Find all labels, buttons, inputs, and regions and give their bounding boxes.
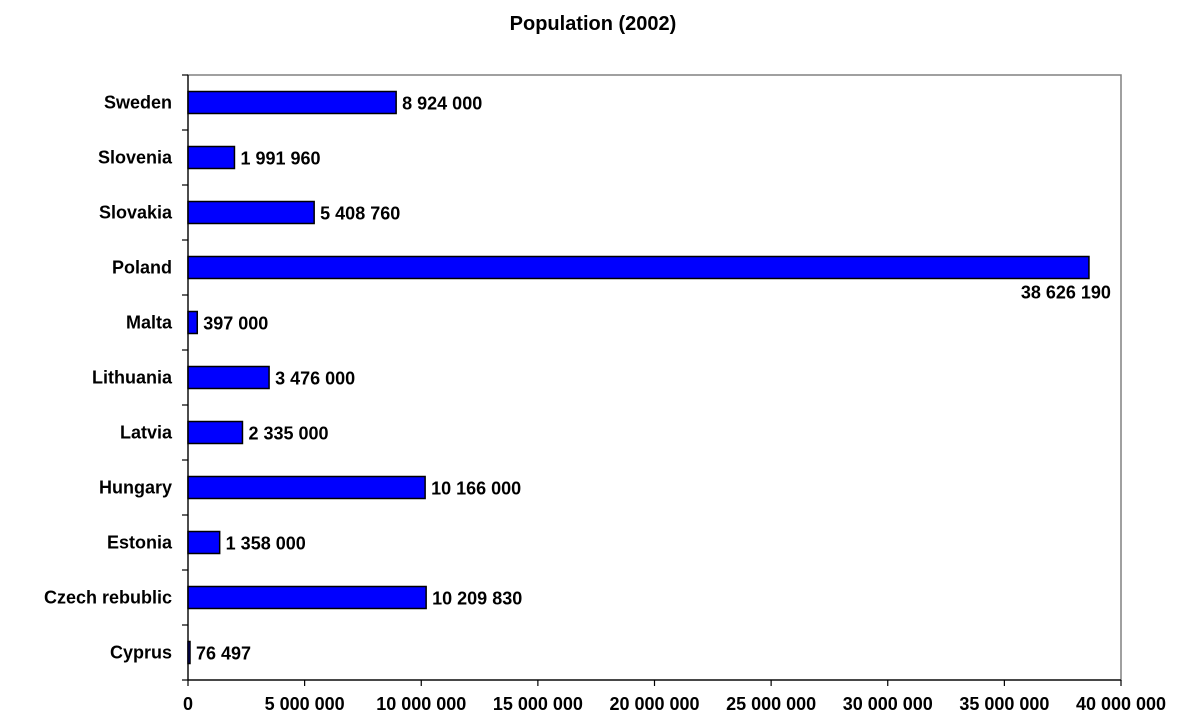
- category-label-sweden: Sweden: [104, 93, 172, 113]
- data-label-sweden: 8 924 000: [402, 94, 482, 114]
- chart-title: Population (2002): [510, 13, 677, 35]
- bar-estonia: [187, 530, 221, 555]
- category-label-hungary: Hungary: [99, 478, 172, 498]
- category-label-malta: Malta: [126, 313, 173, 333]
- bar-slovenia: [187, 145, 236, 170]
- x-tick-label: 0: [183, 694, 193, 714]
- category-label-czech-rebublic: Czech rebublic: [44, 588, 172, 608]
- category-label-slovakia: Slovakia: [99, 203, 173, 223]
- x-tick-label: 30 000 000: [843, 694, 933, 714]
- bars-group: Sweden 8 924 000 Slovenia 1 991 960 Slovakia…: [44, 90, 1111, 665]
- bar-czech-rebublic: [187, 585, 427, 610]
- x-tick-label: 15 000 000: [493, 694, 583, 714]
- x-tick-label: 5 000 000: [265, 694, 345, 714]
- bar-slovakia: [187, 200, 315, 225]
- bar-hungary: [187, 475, 426, 500]
- data-label-cyprus: 76 497: [196, 644, 251, 664]
- bar-poland: [187, 255, 1090, 280]
- x-tick-label: 10 000 000: [376, 694, 466, 714]
- category-label-slovenia: Slovenia: [98, 148, 173, 168]
- data-label-latvia: 2 335 000: [248, 424, 328, 444]
- data-label-estonia: 1 358 000: [226, 534, 306, 554]
- category-label-cyprus: Cyprus: [110, 643, 172, 663]
- x-tick-label: 35 000 000: [959, 694, 1049, 714]
- data-label-hungary: 10 166 000: [431, 479, 521, 499]
- bar-sweden: [187, 90, 397, 115]
- x-tick-label: 25 000 000: [726, 694, 816, 714]
- category-label-poland: Poland: [112, 258, 172, 278]
- bar-lithuania: [187, 365, 270, 390]
- data-label-poland: 38 626 190: [1021, 283, 1111, 303]
- category-label-estonia: Estonia: [107, 533, 173, 553]
- bar-latvia: [187, 420, 244, 445]
- data-label-czech-rebublic: 10 209 830: [432, 589, 522, 609]
- x-tick-label: 40 000 000: [1076, 694, 1166, 714]
- data-label-slovakia: 5 408 760: [320, 204, 400, 224]
- axes-group: 0 5 000 000 10 000 000 15 000 000 20 000 000…: [182, 74, 1166, 714]
- category-label-latvia: Latvia: [120, 423, 173, 443]
- data-label-slovenia: 1 991 960: [240, 149, 320, 169]
- data-label-malta: 397 000: [203, 314, 268, 334]
- category-label-lithuania: Lithuania: [92, 368, 173, 388]
- data-label-lithuania: 3 476 000: [275, 369, 355, 389]
- x-tick-label: 20 000 000: [609, 694, 699, 714]
- bar-malta: [187, 310, 199, 335]
